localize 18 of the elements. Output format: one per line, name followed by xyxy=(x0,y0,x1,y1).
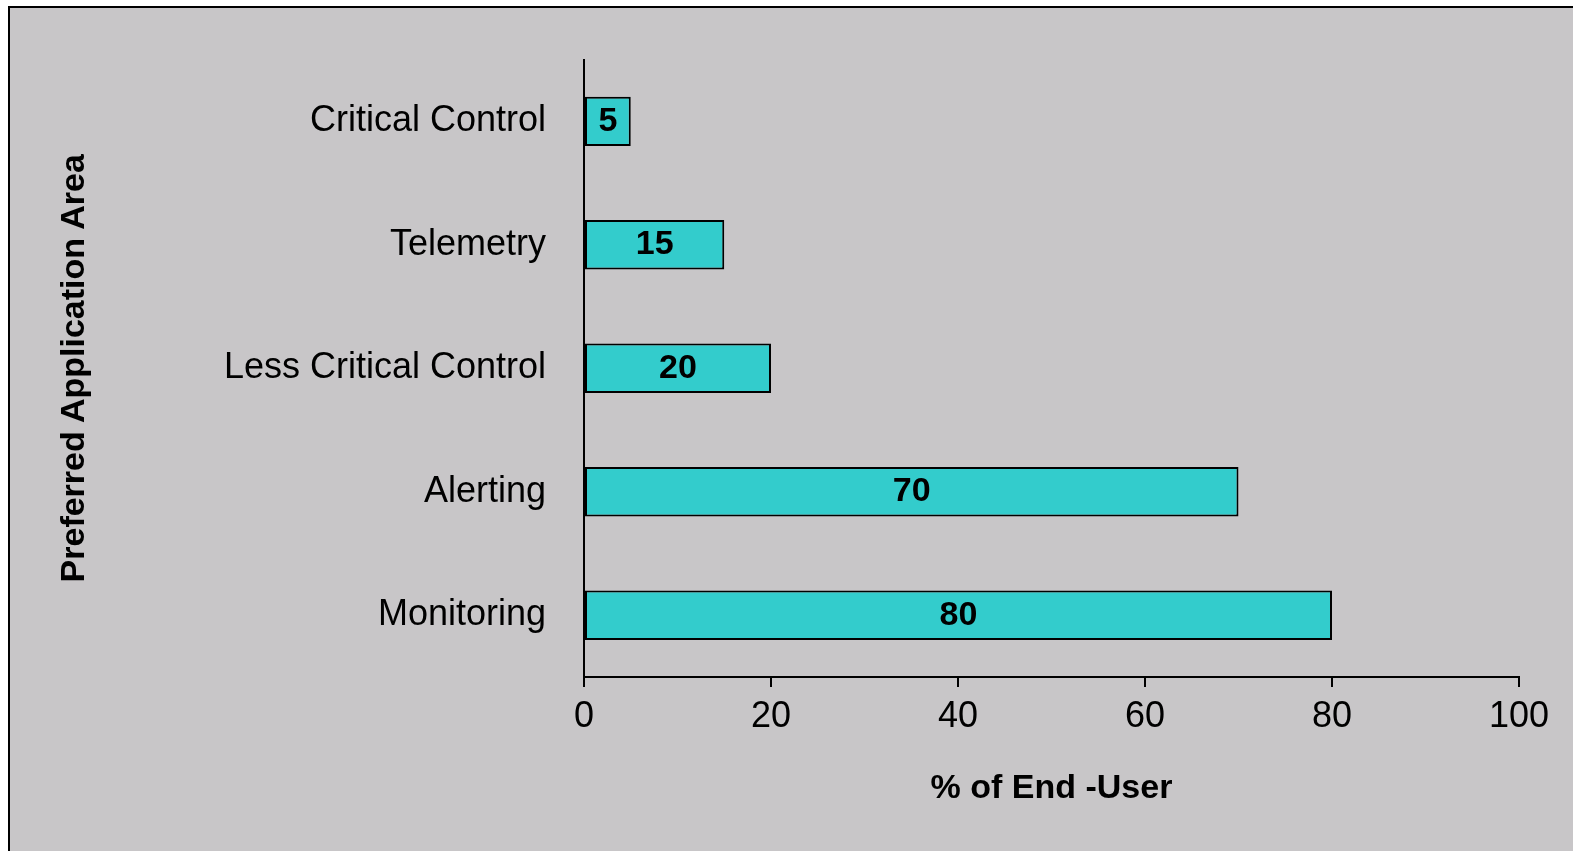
y-tick-label: Monitoring xyxy=(377,592,546,634)
data-label: 15 xyxy=(635,223,674,262)
y-tick-label: Alerting xyxy=(423,468,546,510)
x-tick-label: 20 xyxy=(750,693,792,735)
x-tick-label: 100 xyxy=(1488,693,1550,735)
data-label: 5 xyxy=(598,99,618,138)
y-tick-label: Less Critical Control xyxy=(223,345,546,387)
data-label: 70 xyxy=(892,470,931,509)
y-tick-label: Critical Control xyxy=(309,98,546,140)
x-tick-label: 0 xyxy=(573,693,595,735)
data-label: 20 xyxy=(659,346,697,385)
y-axis-title: Preferred Application Area xyxy=(52,153,91,583)
x-axis-title: % of End -User xyxy=(930,766,1173,805)
x-tick-label: 60 xyxy=(1124,693,1166,735)
x-tick-label: 40 xyxy=(937,693,979,735)
data-label: 80 xyxy=(939,593,978,632)
y-tick-label: Telemetry xyxy=(389,221,546,263)
x-tick-label: 80 xyxy=(1311,693,1353,735)
